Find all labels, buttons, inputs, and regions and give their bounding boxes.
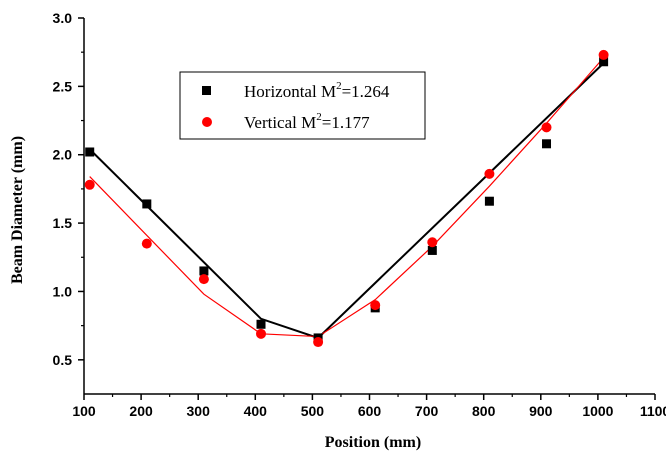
vertical-data-point — [198, 274, 209, 285]
x-tick-label: 400 — [244, 403, 268, 419]
vertical-fit-line — [89, 57, 605, 338]
x-tick-label: 1000 — [582, 403, 613, 419]
x-tick-label: 700 — [415, 403, 439, 419]
legend: Horizontal M2=1.264 Vertical M2=1.177 — [179, 71, 426, 140]
vertical-data-point — [484, 168, 495, 179]
x-tick-label: 200 — [129, 403, 153, 419]
vertical-data-point — [541, 122, 552, 133]
horizontal-data-point — [199, 266, 209, 276]
legend-vertical-name: Vertical M — [244, 113, 316, 132]
x-tick-label: 100 — [72, 403, 96, 419]
legend-horizontal-value: =1.264 — [342, 82, 390, 101]
horizontal-data-point — [542, 139, 552, 149]
fit-lines — [89, 57, 605, 340]
y-tick-label: 2.5 — [53, 78, 73, 94]
y-tick-label: 0.5 — [53, 352, 73, 368]
y-tick-label: 1.5 — [53, 215, 73, 231]
x-tick-label: 800 — [472, 403, 496, 419]
legend-box — [179, 71, 426, 140]
x-tick-label: 900 — [529, 403, 553, 419]
vertical-data-point — [141, 238, 152, 249]
legend-vertical-superscript: 2 — [316, 111, 322, 123]
x-axis-title: Position (mm) — [325, 434, 421, 451]
x-tick-label: 300 — [187, 403, 211, 419]
legend-horizontal-superscript: 2 — [336, 80, 342, 92]
legend-marker-horizontal — [202, 86, 211, 95]
horizontal-data-point — [427, 245, 437, 255]
vertical-data-point — [598, 49, 609, 60]
vertical-data-point — [370, 300, 381, 311]
y-tick-label: 3.0 — [53, 10, 73, 26]
horizontal-data-point — [85, 147, 95, 157]
horizontal-data-point — [142, 199, 152, 209]
horizontal-data-point — [484, 196, 494, 206]
x-tick-label: 500 — [301, 403, 325, 419]
legend-horizontal-name: Horizontal M — [244, 82, 336, 101]
vertical-data-point — [427, 237, 438, 248]
x-tick-label: 600 — [358, 403, 382, 419]
y-tick-label: 2.0 — [53, 147, 73, 163]
legend-vertical-value: =1.177 — [322, 113, 370, 132]
vertical-data-point — [84, 179, 95, 190]
y-axis-title: Beam Diameter (mm) — [9, 136, 26, 284]
legend-label-vertical: Vertical M2=1.177 — [244, 111, 370, 132]
y-tick-label: 1.0 — [53, 283, 73, 299]
legend-marker-vertical — [202, 117, 212, 127]
horizontal-fit-line — [89, 62, 605, 340]
horizontal-data-point — [256, 319, 266, 329]
legend-label-horizontal: Horizontal M2=1.264 — [244, 80, 390, 101]
vertical-data-point — [256, 328, 267, 339]
horizontal-data-point — [599, 57, 609, 67]
vertical-data-point — [313, 337, 324, 348]
data-points — [84, 49, 609, 348]
